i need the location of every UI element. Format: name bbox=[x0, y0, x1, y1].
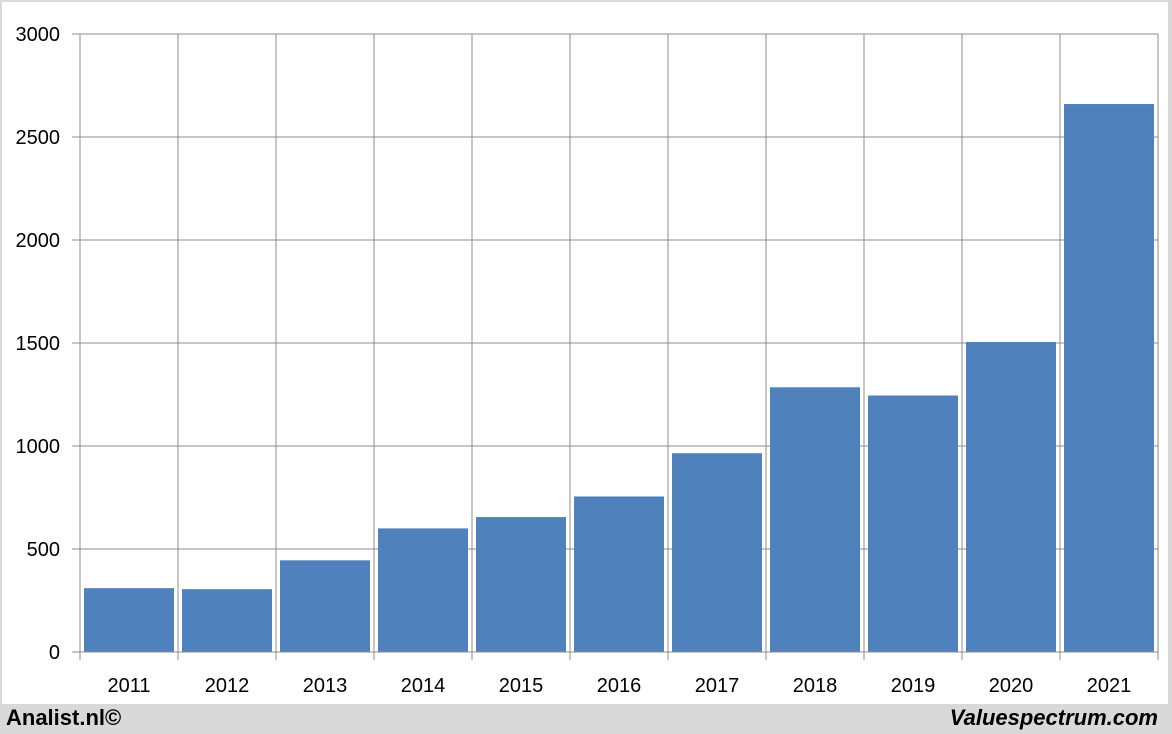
bar-2011 bbox=[84, 588, 174, 652]
bar-2016 bbox=[574, 496, 664, 652]
x-tick-label: 2021 bbox=[1087, 675, 1132, 697]
x-tick-label: 2012 bbox=[205, 675, 250, 697]
x-tick-label: 2011 bbox=[107, 675, 150, 697]
x-tick-label: 2019 bbox=[891, 675, 936, 697]
x-tick-label: 2014 bbox=[401, 675, 446, 697]
x-tick-label: 2020 bbox=[989, 675, 1034, 697]
y-tick-label: 500 bbox=[27, 539, 60, 561]
x-tick-label: 2018 bbox=[793, 675, 838, 697]
bar-2014 bbox=[378, 528, 468, 652]
x-tick-label: 2017 bbox=[695, 675, 740, 697]
y-tick-label: 2500 bbox=[16, 127, 61, 149]
y-tick-label: 1000 bbox=[16, 436, 61, 458]
y-tick-label: 0 bbox=[49, 642, 60, 664]
bar-2019 bbox=[868, 395, 958, 652]
bar-2020 bbox=[966, 341, 1056, 652]
x-tick-label: 2015 bbox=[499, 675, 544, 697]
bar-2012 bbox=[182, 589, 272, 652]
bar-2021 bbox=[1064, 104, 1154, 653]
bar-2015 bbox=[476, 517, 566, 652]
bar-2018 bbox=[770, 387, 860, 652]
footer-brand-label: Valuespectrum.com bbox=[949, 705, 1158, 730]
y-tick-label: 3000 bbox=[16, 24, 61, 46]
footer-source-label: Analist.nl© bbox=[6, 705, 122, 730]
y-tick-label: 1500 bbox=[16, 333, 61, 355]
bar-2017 bbox=[672, 453, 762, 652]
y-tick-label: 2000 bbox=[16, 230, 61, 252]
x-tick-label: 2016 bbox=[597, 675, 642, 697]
bar-2013 bbox=[280, 560, 370, 652]
x-tick-label: 2013 bbox=[303, 675, 348, 697]
